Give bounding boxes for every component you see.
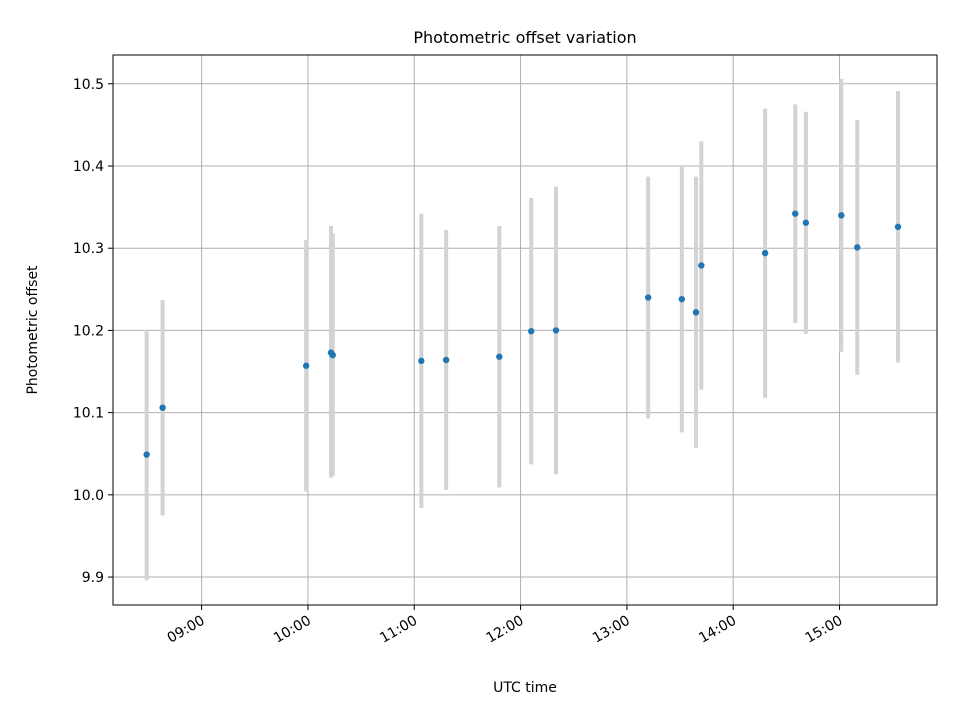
data-point (698, 262, 705, 269)
x-axis-title: UTC time (493, 680, 557, 696)
data-point (552, 327, 560, 334)
x-tick-label: 12:00 (484, 613, 527, 647)
y-axis-title: Photometric offset (25, 265, 41, 395)
data-point (159, 404, 166, 411)
data-point (496, 353, 503, 360)
y-axis-ticks: 9.9 10.0 10.1 10.2 10.3 10.4 10.5 (73, 77, 113, 586)
data-point (442, 356, 450, 364)
y-tick-label: 10.1 (73, 406, 104, 422)
y-tick-label: 10.2 (73, 323, 104, 339)
chart-title: Photometric offset variation (413, 28, 636, 47)
x-tick-label: 11:00 (377, 613, 420, 647)
data-point (329, 351, 336, 359)
y-tick-label: 10.4 (73, 159, 104, 175)
x-tick-label: 14:00 (696, 613, 739, 647)
data-point (528, 328, 535, 335)
data-point (838, 212, 845, 219)
data-points (143, 210, 902, 458)
grid (113, 55, 937, 605)
y-tick-label: 10.5 (73, 77, 104, 93)
data-point (418, 357, 425, 365)
data-point (894, 223, 902, 231)
data-point (792, 210, 799, 217)
y-tick-label: 10.0 (73, 488, 104, 504)
error-bars (144, 78, 901, 581)
data-point (678, 295, 686, 303)
x-tick-label: 10:00 (271, 613, 314, 647)
data-point (302, 362, 310, 369)
x-tick-label: 13:00 (590, 613, 633, 647)
data-point (692, 309, 700, 316)
data-point (644, 294, 652, 301)
data-point (854, 244, 861, 251)
y-tick-label: 10.3 (73, 241, 104, 257)
data-point (802, 219, 810, 226)
data-point (143, 451, 150, 458)
x-tick-label: 09:00 (165, 613, 208, 647)
data-point (761, 249, 769, 257)
x-tick-label: 15:00 (803, 613, 846, 647)
x-axis-ticks: 09:00 10:00 11:00 12:00 13:00 14:00 15:00 (165, 605, 846, 647)
y-tick-label: 9.9 (82, 570, 104, 586)
